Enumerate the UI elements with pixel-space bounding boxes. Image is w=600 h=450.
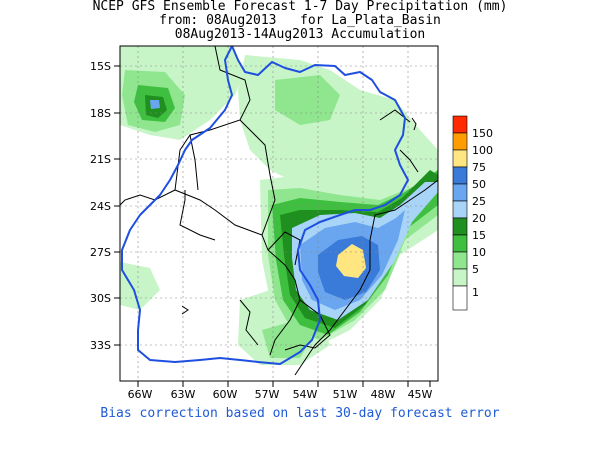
lat-label: 15S <box>90 60 111 73</box>
precip-1mm-southwest <box>120 262 160 310</box>
legend-swatch <box>452 268 468 287</box>
country-borders <box>120 46 419 356</box>
legend-label: 25 <box>472 195 486 208</box>
lon-label: 57W <box>255 388 280 401</box>
legend-swatch <box>452 115 468 134</box>
legend-swatch <box>452 285 468 311</box>
lon-label: 48W <box>371 388 396 401</box>
legend-label: 150 <box>472 127 493 140</box>
lat-label: 21S <box>90 153 111 166</box>
legend-swatch <box>452 251 468 270</box>
lon-axis <box>137 381 431 387</box>
lat-label: 27S <box>90 246 111 259</box>
lon-label: 54W <box>293 388 318 401</box>
lon-label: 66W <box>128 388 153 401</box>
legend-label: 15 <box>472 229 486 242</box>
lat-axis <box>114 65 120 346</box>
lon-label: 45W <box>408 388 433 401</box>
precip-75mm <box>336 244 366 278</box>
precip-5mm-south <box>262 322 312 358</box>
bias-correction-note: Bias correction based on last 30-day for… <box>100 406 500 421</box>
legend-swatch <box>452 234 468 253</box>
precip-20mm-dot <box>150 100 160 109</box>
precip-field <box>120 46 438 365</box>
legend-label: 1 <box>472 286 479 299</box>
legend-swatch <box>452 132 468 151</box>
lat-label: 33S <box>90 339 111 352</box>
legend-label: 75 <box>472 161 486 174</box>
lat-label: 24S <box>90 200 111 213</box>
legend-swatch <box>452 183 468 202</box>
lat-label: 18S <box>90 107 111 120</box>
precip-5mm-north <box>275 75 340 125</box>
title-line-1: NCEP GFS Ensemble Forecast 1-7 Day Preci… <box>92 0 508 14</box>
legend-label: 5 <box>472 263 479 276</box>
lon-label: 63W <box>171 388 196 401</box>
legend-colorbar <box>452 115 468 311</box>
map-frame <box>119 45 439 382</box>
legend-swatch <box>452 149 468 168</box>
legend-label: 10 <box>472 246 486 259</box>
lat-label: 30S <box>90 292 111 305</box>
legend-swatch <box>452 200 468 219</box>
la-plata-basin-outline <box>121 46 409 365</box>
lon-label: 60W <box>213 388 238 401</box>
lon-label: 51W <box>333 388 358 401</box>
legend-swatch <box>452 166 468 185</box>
legend-label: 50 <box>472 178 486 191</box>
legend-label: 100 <box>472 144 493 157</box>
title-line-2: from: 08Aug2013 for La_Plata_Basin <box>159 13 441 28</box>
legend-label: 20 <box>472 212 486 225</box>
coastline <box>294 117 438 376</box>
title-line-3: 08Aug2013-14Aug2013 Accumulation <box>174 27 426 42</box>
legend-swatch <box>452 217 468 236</box>
